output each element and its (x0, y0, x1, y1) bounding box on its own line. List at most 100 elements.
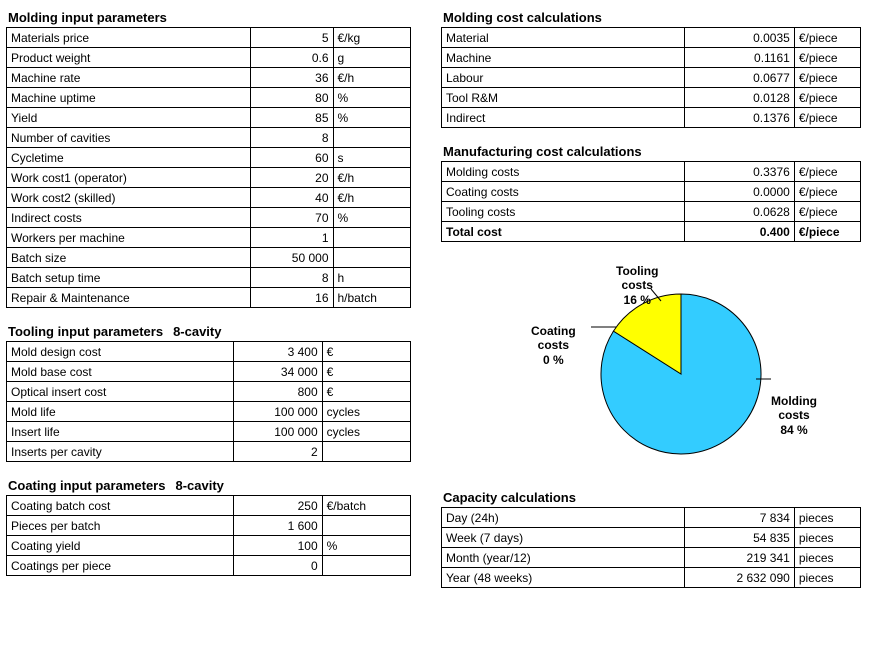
row-value: 0.0035 (684, 28, 794, 48)
row-unit: € (322, 342, 410, 362)
row-value: 7 834 (684, 508, 794, 528)
row-unit: €/kg (333, 28, 411, 48)
tooling-input-table: Mold design cost3 400€Mold base cost34 0… (6, 341, 411, 462)
row-unit: s (333, 148, 411, 168)
row-unit: €/piece (794, 202, 860, 222)
molding-cost-table: Material0.0035€/pieceMachine0.1161€/piec… (441, 27, 861, 128)
row-value: 100 (234, 536, 322, 556)
row-unit: €/piece (794, 182, 860, 202)
row-label: Repair & Maintenance (7, 288, 251, 308)
row-unit: pieces (794, 508, 860, 528)
row-value: 0.0000 (684, 182, 794, 202)
row-value: 1 (250, 228, 333, 248)
row-value: 40 (250, 188, 333, 208)
row-value: 800 (234, 382, 322, 402)
capacity-table: Day (24h)7 834piecesWeek (7 days)54 835p… (441, 507, 861, 588)
row-unit: €/piece (794, 28, 860, 48)
row-unit: €/h (333, 68, 411, 88)
row-label: Labour (442, 68, 685, 88)
row-unit: €/piece (794, 88, 860, 108)
row-label: Yield (7, 108, 251, 128)
pie-label-0: Moldingcosts84 % (771, 394, 817, 437)
row-label: Indirect costs (7, 208, 251, 228)
table-row: Yield85% (7, 108, 411, 128)
row-unit (333, 248, 411, 268)
row-value: 0.6 (250, 48, 333, 68)
row-value: 1 600 (234, 516, 322, 536)
table-row: Indirect0.1376€/piece (442, 108, 861, 128)
row-value: 0 (234, 556, 322, 576)
capacity-title: Capacity calculations (443, 490, 859, 505)
row-value: 50 000 (250, 248, 333, 268)
table-row: Indirect costs70% (7, 208, 411, 228)
row-unit: € (322, 382, 410, 402)
table-row: Product weight0.6g (7, 48, 411, 68)
row-label: Batch setup time (7, 268, 251, 288)
capacity-title-text: Capacity calculations (443, 490, 576, 505)
right-column: Molding cost calculations Material0.0035€… (441, 6, 861, 600)
row-label: Mold base cost (7, 362, 234, 382)
table-row: Materials price5€/kg (7, 28, 411, 48)
row-unit (333, 228, 411, 248)
row-value: 2 632 090 (684, 568, 794, 588)
table-row: Year (48 weeks)2 632 090pieces (442, 568, 861, 588)
row-unit (322, 442, 410, 462)
row-value: 0.1161 (684, 48, 794, 68)
row-value: 2 (234, 442, 322, 462)
row-unit (322, 556, 410, 576)
row-value: 36 (250, 68, 333, 88)
table-row: Coating costs0.0000€/piece (442, 182, 861, 202)
row-value: 0.0128 (684, 88, 794, 108)
row-unit: cycles (322, 422, 410, 442)
table-row: Tooling costs0.0628€/piece (442, 202, 861, 222)
row-unit: €/piece (794, 162, 860, 182)
row-label: Total cost (442, 222, 685, 242)
row-unit: % (322, 536, 410, 556)
row-value: 54 835 (684, 528, 794, 548)
table-row: Batch setup time8h (7, 268, 411, 288)
row-label: Work cost1 (operator) (7, 168, 251, 188)
row-value: 0.400 (684, 222, 794, 242)
mfg-cost-title: Manufacturing cost calculations (443, 144, 859, 159)
row-unit: €/piece (794, 108, 860, 128)
row-label: Machine rate (7, 68, 251, 88)
table-row: Repair & Maintenance16h/batch (7, 288, 411, 308)
table-row: Machine uptime80% (7, 88, 411, 108)
table-row: Workers per machine1 (7, 228, 411, 248)
molding-cost-title-text: Molding cost calculations (443, 10, 602, 25)
row-value: 5 (250, 28, 333, 48)
row-label: Mold life (7, 402, 234, 422)
row-label: Workers per machine (7, 228, 251, 248)
table-row: Work cost2 (skilled)40€/h (7, 188, 411, 208)
row-value: 0.3376 (684, 162, 794, 182)
row-unit: pieces (794, 548, 860, 568)
table-row: Labour0.0677€/piece (442, 68, 861, 88)
row-value: 3 400 (234, 342, 322, 362)
row-value: 8 (250, 128, 333, 148)
row-value: 34 000 (234, 362, 322, 382)
coating-input-title: Coating input parameters 8-cavity (8, 478, 409, 493)
table-row: Molding costs0.3376€/piece (442, 162, 861, 182)
coating-input-subtitle: 8-cavity (175, 478, 223, 493)
table-row: Mold life100 000cycles (7, 402, 411, 422)
row-unit: cycles (322, 402, 410, 422)
table-row: Day (24h)7 834pieces (442, 508, 861, 528)
coating-input-title-text: Coating input parameters (8, 478, 165, 493)
mfg-cost-title-text: Manufacturing cost calculations (443, 144, 642, 159)
tooling-input-subtitle: 8-cavity (173, 324, 221, 339)
row-label: Coatings per piece (7, 556, 234, 576)
molding-input-table: Materials price5€/kgProduct weight0.6gMa… (6, 27, 411, 308)
table-row: Machine0.1161€/piece (442, 48, 861, 68)
row-value: 70 (250, 208, 333, 228)
pie-label-1: Toolingcosts16 % (616, 264, 658, 307)
page: Molding input parametersMaterials price5… (6, 6, 871, 600)
pie-label-2: Coatingcosts0 % (531, 324, 576, 367)
table-row: Cycletime60s (7, 148, 411, 168)
row-value: 0.0628 (684, 202, 794, 222)
row-value: 0.1376 (684, 108, 794, 128)
left-column: Molding input parametersMaterials price5… (6, 6, 411, 600)
row-label: Product weight (7, 48, 251, 68)
row-unit: % (333, 88, 411, 108)
mfg-cost-table: Molding costs0.3376€/pieceCoating costs0… (441, 161, 861, 242)
row-label: Coating batch cost (7, 496, 234, 516)
